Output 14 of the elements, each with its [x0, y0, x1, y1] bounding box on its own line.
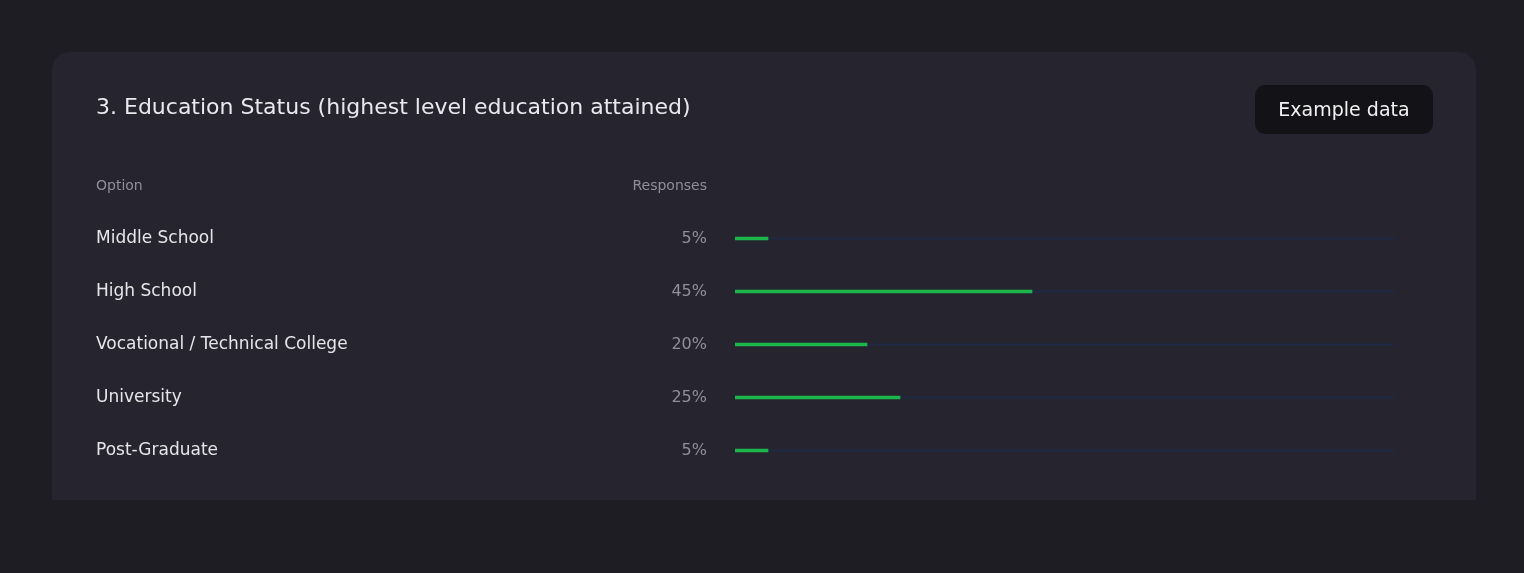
- text: Responses: [632, 176, 707, 193]
- y-tick-label: University: [96, 385, 182, 406]
- y-tick-label: Vocational / Technical College: [96, 332, 348, 353]
- data-label: 45%: [671, 280, 707, 300]
- text: Example data: [1255, 85, 1433, 134]
- data-label: 25%: [671, 386, 707, 406]
- data-label: 5%: [681, 227, 707, 247]
- data-label: 20%: [671, 333, 707, 353]
- y-tick-label: Post-Graduate: [96, 438, 219, 459]
- data-label: 5%: [681, 439, 707, 459]
- text: 3. Education Status (highest level education attained): [96, 94, 691, 119]
- y-tick-label: High School: [96, 279, 197, 300]
- text: Option: [96, 176, 143, 193]
- y-tick-label: Middle School: [96, 226, 214, 247]
